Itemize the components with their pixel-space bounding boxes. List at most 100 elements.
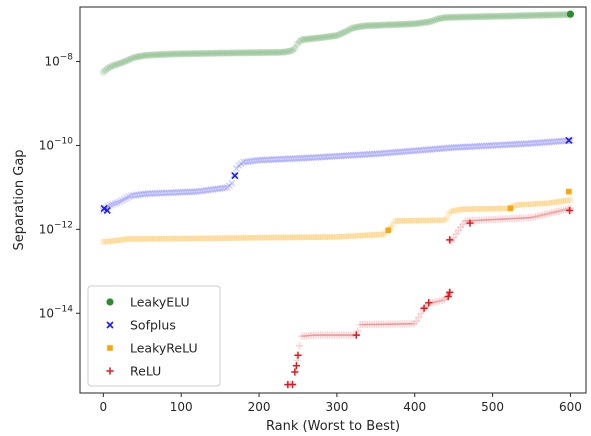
data-point (403, 147, 411, 155)
data-point (168, 235, 174, 242)
data-point (513, 140, 521, 148)
data-point (182, 235, 188, 242)
data-point (390, 221, 396, 228)
data-point (482, 12, 490, 21)
data-point (104, 64, 112, 72)
data-point (517, 214, 525, 222)
data-point (455, 207, 462, 213)
data-point (508, 140, 516, 148)
data-point (424, 18, 432, 26)
data-point (373, 231, 380, 238)
data-point (338, 233, 345, 240)
data-point (485, 142, 493, 150)
data-point (529, 11, 537, 20)
data-point (153, 189, 161, 197)
data-point (102, 66, 110, 74)
data-point (492, 141, 500, 149)
data-point (128, 236, 135, 242)
data-point (480, 12, 488, 21)
data-point (197, 49, 206, 58)
data-point (198, 235, 205, 242)
data-point (302, 35, 311, 43)
data-point (462, 206, 469, 212)
data-point (513, 202, 520, 208)
data-point (242, 158, 250, 166)
data-point (334, 234, 340, 240)
data-point (480, 216, 488, 224)
data-point (209, 49, 217, 57)
data-point (562, 205, 570, 214)
data-point (179, 235, 186, 242)
data-point (389, 148, 397, 157)
data-point (158, 50, 166, 59)
data-point (361, 320, 369, 329)
data-point (433, 145, 441, 153)
highlighted-point (466, 219, 474, 227)
data-point (387, 320, 395, 328)
data-point (515, 214, 523, 222)
data-point (221, 235, 228, 241)
data-point (356, 22, 364, 31)
data-point (368, 320, 376, 329)
data-point (513, 12, 521, 20)
data-point (357, 232, 364, 239)
data-point (312, 153, 320, 162)
data-point (134, 53, 142, 61)
data-point (475, 142, 483, 150)
data-point (181, 50, 189, 58)
data-point (205, 235, 212, 242)
plot-frame (79, 6, 587, 394)
data-point (427, 217, 434, 224)
data-point (425, 217, 431, 224)
data-point (249, 157, 257, 165)
data-point (221, 184, 229, 192)
data-point (538, 138, 546, 147)
data-point (133, 236, 139, 242)
data-point (419, 19, 427, 27)
data-point (450, 234, 458, 242)
data-point (558, 198, 564, 205)
series-leakyrelu (100, 188, 574, 245)
data-point (538, 11, 547, 19)
data-point (492, 205, 499, 212)
data-point (324, 234, 331, 240)
data-point (355, 232, 361, 239)
data-point (268, 234, 275, 241)
data-point (321, 331, 329, 339)
data-point (436, 14, 444, 23)
data-point (503, 141, 511, 149)
data-point (315, 234, 322, 240)
data-point (399, 218, 406, 224)
data-point (102, 238, 109, 245)
y-tick-label: 10−14 (39, 304, 74, 320)
data-point (550, 208, 558, 216)
data-point (552, 11, 561, 19)
data-point (368, 150, 376, 158)
data-point (550, 138, 558, 146)
data-point (375, 21, 383, 29)
data-point (278, 234, 284, 241)
data-point (298, 36, 306, 44)
data-point (469, 206, 476, 212)
data-point (380, 21, 388, 29)
data-point (454, 226, 462, 235)
data-point (328, 32, 336, 40)
data-point (515, 140, 523, 148)
data-point (340, 28, 348, 37)
data-point (396, 20, 404, 28)
data-point (361, 22, 369, 30)
data-point (534, 11, 542, 19)
data-point (230, 49, 238, 57)
data-point (422, 146, 430, 154)
data-point (309, 331, 318, 339)
data-point (216, 49, 224, 57)
data-point (161, 235, 167, 242)
data-point (384, 320, 392, 328)
data-point (532, 201, 539, 207)
data-point (295, 154, 304, 162)
data-point (330, 32, 339, 40)
data-point (422, 217, 429, 224)
data-point (307, 154, 315, 162)
data-point (162, 50, 171, 58)
data-point (204, 186, 213, 194)
